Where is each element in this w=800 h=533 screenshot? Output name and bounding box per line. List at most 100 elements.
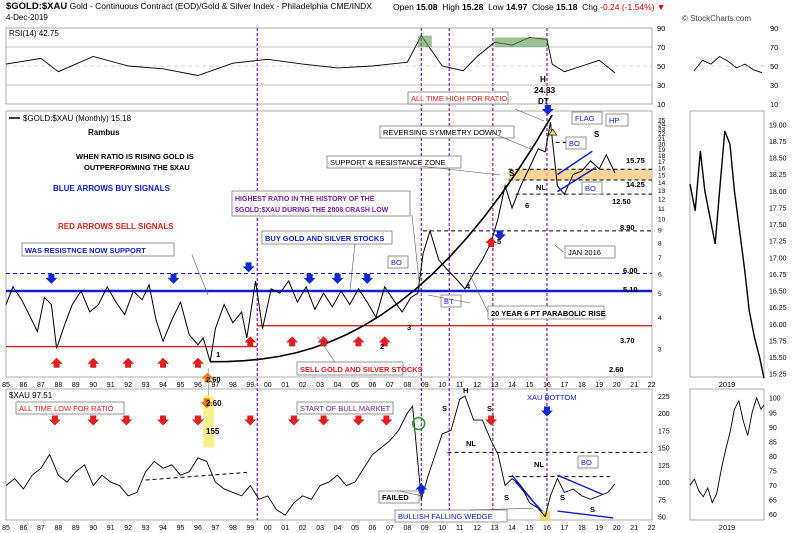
rsi-tick-label-side: 10 bbox=[770, 100, 778, 109]
ratio-tick-label: 13 bbox=[658, 188, 666, 195]
xau-x-tick: 15 bbox=[526, 525, 534, 532]
ratio-x-tick: 88 bbox=[54, 382, 62, 389]
ratio-tick-label: 18 bbox=[658, 153, 666, 160]
ratio-x-tick: 22 bbox=[648, 382, 656, 389]
ratio-tick-label: 16 bbox=[658, 166, 666, 173]
flag-label-box bbox=[571, 111, 603, 125]
orange-xau-arrow bbox=[200, 398, 213, 409]
red-sell-arrow bbox=[352, 336, 365, 347]
hp-label: HP bbox=[609, 116, 619, 125]
xau-trendline bbox=[145, 471, 247, 481]
atl-label-box bbox=[15, 401, 125, 415]
xau-x-tick: 95 bbox=[177, 525, 185, 532]
s-label: S bbox=[594, 130, 600, 139]
peak-value-label: 24.33 bbox=[534, 85, 556, 95]
blue-buy-arrow bbox=[541, 105, 554, 116]
xau-line bbox=[5, 395, 616, 518]
xau-x-tick: 03 bbox=[316, 525, 324, 532]
ratio-x-tick: 03 bbox=[316, 382, 324, 389]
xau-x-tick: 90 bbox=[89, 525, 97, 532]
level-370-label: 3.70 bbox=[620, 336, 635, 345]
ratio-x-tick: 05 bbox=[351, 382, 359, 389]
xau-x-tick: 88 bbox=[54, 525, 62, 532]
level-1425-label: 14.25 bbox=[626, 180, 645, 189]
highest-ratio-label-box bbox=[231, 190, 411, 217]
xau-x-tick: 86 bbox=[20, 525, 28, 532]
ratio-x-tick: 91 bbox=[107, 382, 115, 389]
xau-tick-label: 50 bbox=[658, 515, 666, 522]
ratio-2019-tick: 18.00 bbox=[769, 189, 787, 196]
xau-2019-tick: 95 bbox=[769, 410, 777, 417]
red-sell-arrow bbox=[317, 336, 330, 347]
xau-x-tick: 20 bbox=[613, 525, 621, 532]
ratio-x-tick: 06 bbox=[369, 382, 377, 389]
sr-zone-band bbox=[508, 169, 652, 181]
red-xau-arrow bbox=[287, 415, 300, 426]
pointer-line bbox=[489, 131, 534, 151]
rsi-overbought-fill bbox=[494, 37, 547, 47]
ratio-tick-label: 25 bbox=[658, 117, 666, 124]
date: 4-Dec-2019 bbox=[6, 13, 48, 22]
point-1-label: 1 bbox=[216, 350, 220, 359]
ratio-2019-tick: 16.50 bbox=[769, 289, 787, 296]
xau-x-tick: 91 bbox=[107, 525, 115, 532]
red-sell-arrow bbox=[122, 357, 135, 368]
s-label: S bbox=[487, 404, 492, 413]
bo-label: BO bbox=[569, 139, 580, 148]
ratio-x-tick: 92 bbox=[124, 382, 132, 389]
blue-buy-arrow bbox=[303, 273, 316, 284]
ratio-x-tick: 17 bbox=[561, 382, 569, 389]
ratio-2019-tick: 16.00 bbox=[769, 322, 787, 329]
hp-label-box bbox=[605, 113, 629, 127]
xau-x-tick: 06 bbox=[369, 525, 377, 532]
xau-x-tick: 14 bbox=[508, 525, 516, 532]
blue-buy-arrow bbox=[493, 230, 506, 241]
s-label: S bbox=[590, 505, 595, 514]
xau-x-tick: 22 bbox=[648, 525, 656, 532]
orange-signal-arrow bbox=[201, 372, 214, 383]
resistance-support-label-box bbox=[21, 242, 175, 257]
ratio-tick-label: 20 bbox=[658, 141, 666, 148]
ratio-x-tick: 20 bbox=[613, 382, 621, 389]
s-label: S bbox=[442, 404, 447, 413]
atl-highlight bbox=[203, 395, 215, 448]
ratio-2019-tick: 17.25 bbox=[769, 239, 787, 246]
bo-label-box bbox=[387, 255, 409, 269]
symbol: $GOLD:$XAU bbox=[6, 1, 68, 12]
ratio-note-2: OUTPERFORMING THE $XAU bbox=[84, 163, 190, 172]
red-xau-arrow bbox=[485, 415, 498, 426]
sell-stocks-label-box bbox=[296, 361, 404, 376]
ratio-x-tick: 15 bbox=[526, 382, 534, 389]
bo-label: BO bbox=[391, 258, 402, 267]
level-510-label: 5.10 bbox=[623, 285, 638, 294]
h-label: H bbox=[540, 75, 546, 84]
xau-x-tick: 19 bbox=[595, 525, 603, 532]
red-xau-arrow bbox=[317, 415, 330, 426]
xau-x-tick: 85 bbox=[2, 525, 10, 532]
ratio-x-tick: 86 bbox=[20, 382, 28, 389]
ratio-x-tick: 96 bbox=[194, 382, 202, 389]
ratio-x-tick: 95 bbox=[177, 382, 185, 389]
flag-line-lower bbox=[557, 166, 597, 193]
point-5-label: 5 bbox=[497, 237, 501, 246]
pointer-line bbox=[427, 294, 471, 304]
xau-tick-label: 150 bbox=[658, 446, 670, 453]
xau-x-tick: 00 bbox=[264, 525, 272, 532]
pointer-line bbox=[349, 243, 356, 291]
rsi-tick-label-side: 90 bbox=[770, 24, 778, 33]
pointer-line bbox=[411, 214, 421, 291]
xau-2019-tick: 85 bbox=[769, 439, 777, 446]
red-xau-arrow bbox=[380, 415, 393, 426]
ratio-x-tick: 94 bbox=[159, 382, 167, 389]
red-xau-arrow bbox=[157, 415, 170, 426]
ratio-tick-label: 17 bbox=[658, 159, 666, 166]
xau-x-tick: 05 bbox=[351, 525, 359, 532]
blue-buy-arrow bbox=[167, 273, 180, 284]
ath-label-box bbox=[407, 91, 509, 105]
parabolic-curve bbox=[210, 114, 553, 363]
xau-tick-label: 225 bbox=[658, 394, 670, 401]
rsi-tick-label-side: 70 bbox=[770, 43, 778, 52]
bullish-falling-wedge-label-box bbox=[394, 509, 508, 523]
ratio-x-tick: 01 bbox=[281, 382, 289, 389]
